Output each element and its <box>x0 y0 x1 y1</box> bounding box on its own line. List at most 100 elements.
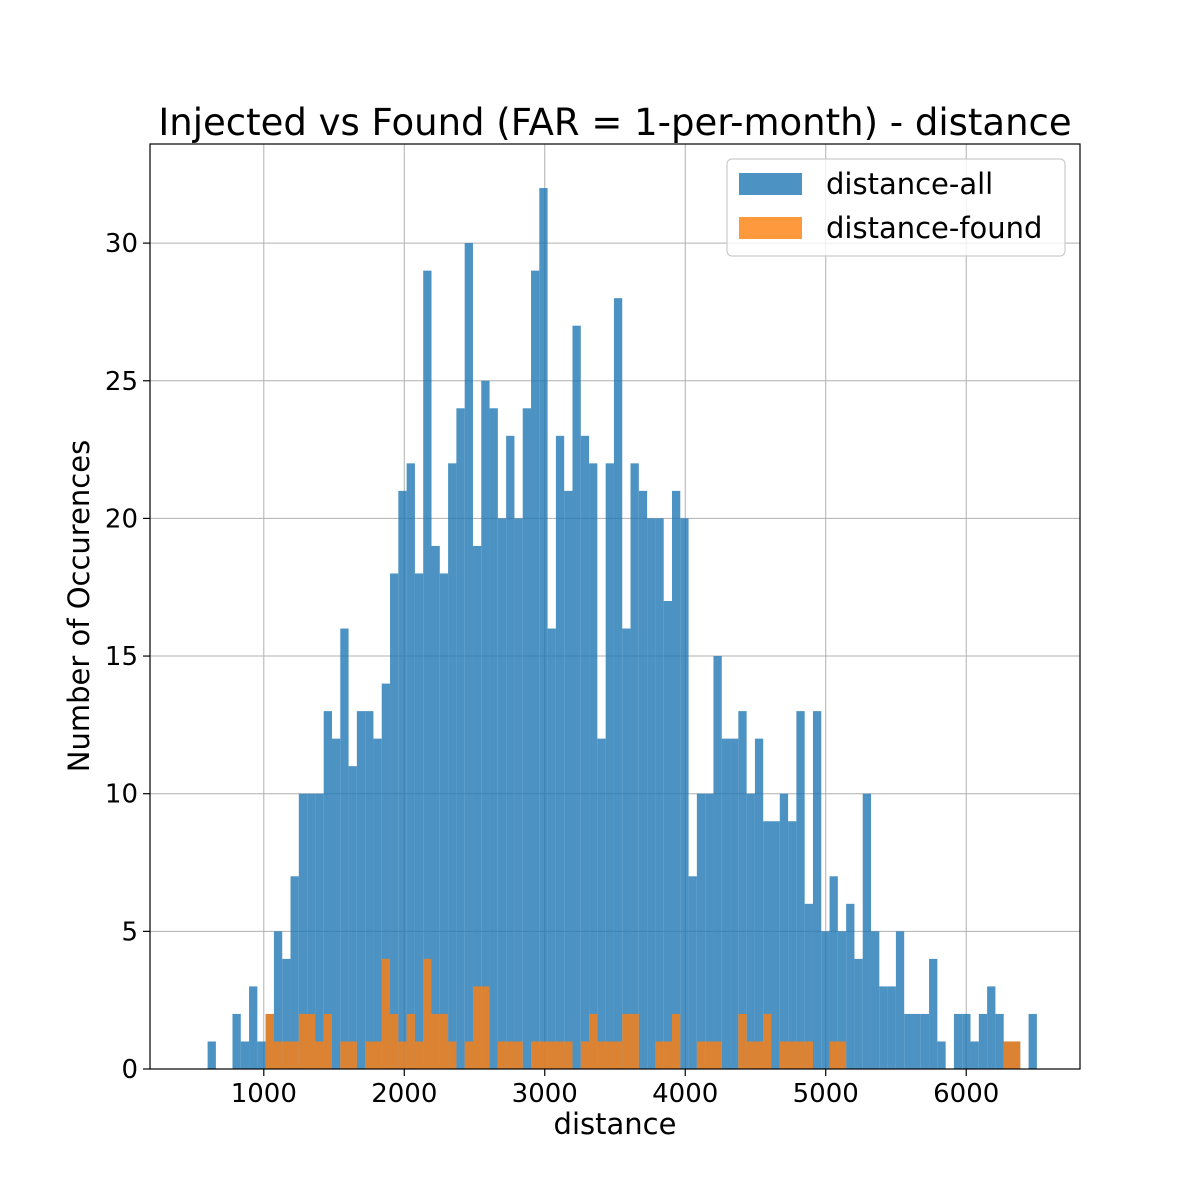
bar-distance-all <box>663 600 672 1069</box>
bar-distance-found <box>431 1013 440 1069</box>
bar-distance-all <box>282 958 291 1069</box>
bar-distance-all <box>522 408 532 1069</box>
bar-distance-all <box>414 573 424 1069</box>
bar-distance-all <box>472 545 482 1069</box>
bar-distance-all <box>240 1041 250 1069</box>
bar-distance-all <box>373 738 382 1069</box>
bar-distance-all <box>531 270 540 1069</box>
x-axis: 1000 2000 3000 4000 5000 6000 <box>231 1069 999 1109</box>
bar-distance-found <box>539 1041 548 1069</box>
bar-distance-all <box>829 876 838 1069</box>
bar-distance-all <box>555 435 565 1069</box>
bar-distance-all <box>514 518 523 1069</box>
bar-distance-all <box>929 958 938 1069</box>
bar-distance-found <box>514 1041 523 1069</box>
bar-distance-all <box>398 490 407 1069</box>
bar-distance-all <box>788 821 797 1069</box>
bar-distance-all <box>978 1013 988 1069</box>
bar-distance-all <box>630 463 639 1070</box>
bar-distance-found <box>439 1013 449 1069</box>
bar-distance-found <box>273 1041 283 1069</box>
plot-frame <box>149 143 1081 1070</box>
x-tick-label: 6000 <box>933 1079 999 1109</box>
bar-distance-all <box>232 1013 241 1069</box>
bar-distance-all <box>754 738 764 1069</box>
bar-distance-found <box>472 986 482 1069</box>
bar-distance-all <box>307 793 316 1069</box>
bar-distance-found <box>829 1041 838 1069</box>
bar-distance-found <box>315 1041 324 1069</box>
bar-distance-all <box>871 931 880 1069</box>
bars-layer <box>207 188 1037 1070</box>
bar-distance-all <box>290 876 299 1069</box>
bar-distance-all <box>895 931 905 1069</box>
bar-distance-all <box>331 738 341 1069</box>
bar-distance-all <box>448 463 457 1070</box>
legend-swatch-distance-found <box>739 217 802 239</box>
bar-distance-all <box>796 711 805 1069</box>
bar-distance-found <box>448 1041 457 1069</box>
bar-distance-all <box>622 628 631 1069</box>
bar-distance-found <box>497 1041 507 1069</box>
bar-distance-all <box>846 903 855 1069</box>
bar-distance-all <box>655 518 664 1069</box>
bar-distance-found <box>605 1041 614 1069</box>
bar-distance-found <box>340 1041 349 1069</box>
bar-distance-all <box>298 793 308 1069</box>
bar-distance-all <box>721 738 731 1069</box>
bar-distance-all <box>348 766 357 1069</box>
bar-distance-found <box>323 1013 332 1069</box>
bar-distance-all <box>705 793 714 1069</box>
bar-distance-all <box>879 986 888 1069</box>
bar-distance-all <box>862 793 872 1069</box>
bar-distance-all <box>340 628 349 1069</box>
bar-distance-all <box>456 408 465 1069</box>
bar-distance-all <box>953 1013 963 1069</box>
bar-distance-found <box>837 1041 847 1069</box>
bar-distance-all <box>904 1013 913 1069</box>
bar-distance-all <box>390 573 399 1069</box>
bar-distance-found <box>531 1041 540 1069</box>
y-axis: 0 5 10 15 20 25 30 <box>105 229 150 1085</box>
bar-distance-all <box>207 1041 216 1069</box>
bar-distance-all <box>605 463 614 1070</box>
bar-distance-found <box>547 1041 556 1069</box>
bar-distance-found <box>481 986 490 1069</box>
bar-distance-found <box>265 1013 274 1069</box>
x-tick-label: 5000 <box>793 1079 859 1109</box>
bar-distance-found <box>663 1041 672 1069</box>
bar-distance-all <box>564 490 573 1069</box>
bar-distance-found <box>754 1041 764 1069</box>
bar-distance-found <box>779 1041 789 1069</box>
bar-distance-all <box>887 986 896 1069</box>
bar-distance-found <box>298 1013 308 1069</box>
bar-distance-all <box>315 793 324 1069</box>
bar-distance-all <box>423 270 432 1069</box>
bar-distance-all <box>771 821 780 1069</box>
x-tick-label: 4000 <box>652 1079 718 1109</box>
bar-distance-all <box>597 738 606 1069</box>
y-tick-label: 10 <box>105 780 138 810</box>
bar-distance-all <box>572 325 581 1070</box>
y-axis-label: Number of Occurences <box>62 440 96 772</box>
bar-distance-all <box>713 656 722 1069</box>
bar-distance-found <box>763 1013 772 1069</box>
bar-distance-all <box>613 298 623 1070</box>
bar-distance-found <box>696 1041 706 1069</box>
bar-distance-all <box>323 711 332 1069</box>
x-tick-label: 1000 <box>231 1079 297 1109</box>
bar-distance-all <box>547 628 556 1069</box>
bar-distance-all <box>638 490 648 1069</box>
bar-distance-found <box>796 1041 805 1069</box>
bar-distance-all <box>647 518 656 1069</box>
bar-distance-found <box>365 1041 374 1069</box>
bar-distance-all <box>937 1041 946 1069</box>
bar-distance-found <box>506 1041 515 1069</box>
bar-distance-found <box>290 1041 299 1069</box>
bar-distance-all <box>497 518 507 1069</box>
bar-distance-found <box>580 1041 590 1069</box>
bar-distance-found <box>746 1041 755 1069</box>
bar-distance-all <box>738 711 747 1069</box>
bar-distance-all <box>381 683 391 1069</box>
bar-distance-all <box>987 986 996 1069</box>
